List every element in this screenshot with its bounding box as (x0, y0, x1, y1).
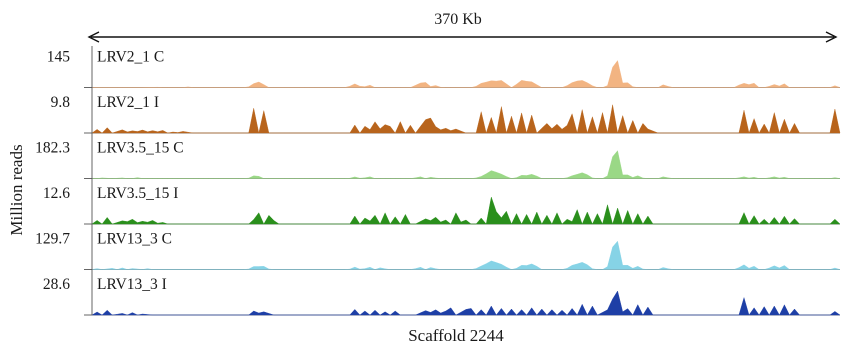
track-name-label: LRV2_1 I (97, 94, 159, 111)
track-name-label: LRV13_3 I (97, 276, 167, 293)
coverage-area-lrv3-5-15-c (92, 150, 841, 179)
track-ymax-label: 12.6 (43, 185, 70, 202)
coverage-area-lrv13-3-i (91, 290, 841, 316)
track-ymax-label: 28.6 (43, 276, 70, 293)
coverage-area-lrv3-5-15-i (91, 196, 841, 225)
span-arrow-left-head (87, 31, 100, 43)
track-lrv13-3-i: 28.6 LRV13_3 I (43, 276, 841, 316)
x-axis-title: Scaffold 2244 (408, 326, 504, 345)
track-ymax-label: 9.8 (51, 94, 71, 111)
span-label: 370 Kb (434, 11, 482, 28)
y-axis-title: Million reads (7, 144, 26, 235)
track-name-label: LRV3.5_15 I (97, 185, 178, 202)
track-name-label: LRV2_1 C (97, 49, 164, 66)
track-lrv2-1-c: 145 LRV2_1 C (47, 49, 841, 88)
track-ymax-label: 145 (47, 49, 71, 66)
scaffold-span-indicator: 370 Kb (87, 11, 838, 43)
track-lrv3-5-15-c: 182.3 LRV3.5_15 C (35, 140, 841, 179)
track-ymax-label: 129.7 (35, 231, 70, 248)
track-lrv3-5-15-i: 12.6 LRV3.5_15 I (43, 185, 841, 225)
coverage-area-lrv13-3-c (91, 240, 841, 270)
span-arrow-right-head (825, 31, 838, 43)
coverage-area-lrv2-1-c (92, 60, 841, 88)
coverage-tracks: 145 LRV2_1 C 9.8 LRV2_1 I 182.3 LRV3.5_15 C 12… (35, 46, 841, 316)
track-name-label: LRV13_3 C (97, 231, 172, 248)
track-lrv13-3-c: 129.7 LRV13_3 C (35, 231, 841, 270)
track-ymax-label: 182.3 (35, 140, 70, 157)
track-name-label: LRV3.5_15 C (97, 140, 184, 157)
coverage-area-lrv2-1-i (91, 104, 841, 134)
track-lrv2-1-i: 9.8 LRV2_1 I (51, 94, 841, 134)
